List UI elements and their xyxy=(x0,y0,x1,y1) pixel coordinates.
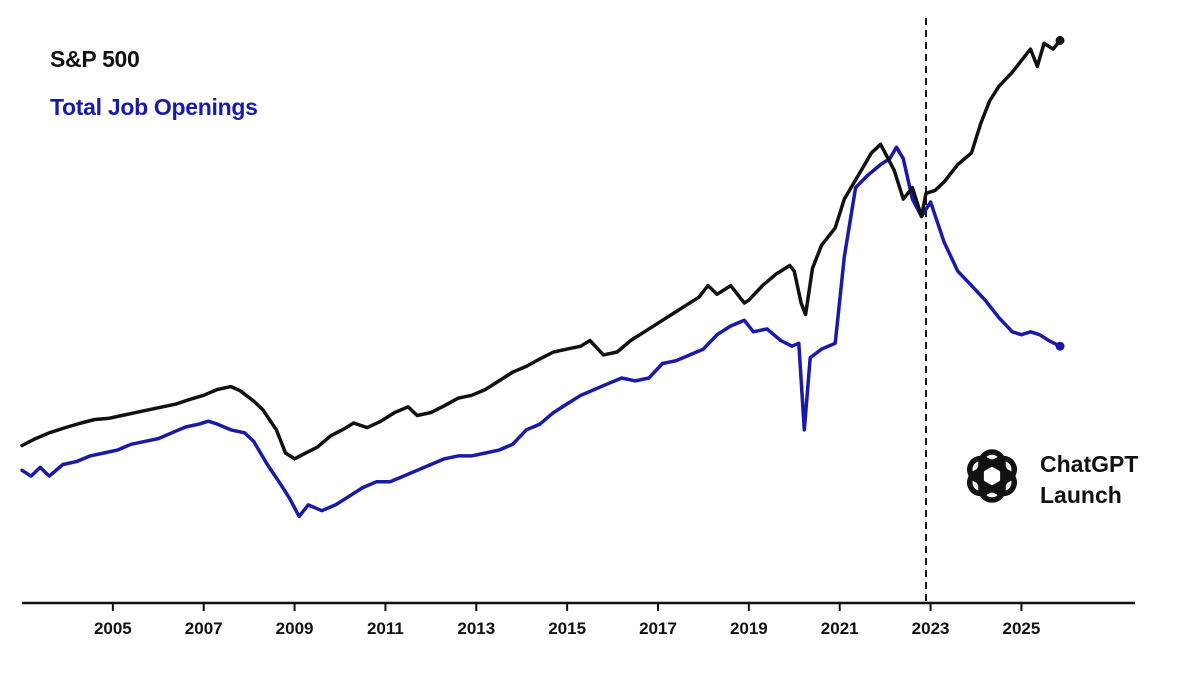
openai-logo-icon xyxy=(966,449,1018,503)
series-endpoint-total-job-openings xyxy=(1055,341,1065,351)
series-line-total-job-openings xyxy=(20,145,1062,519)
x-tick-label-2005: 2005 xyxy=(94,619,132,638)
x-tick-label-2025: 2025 xyxy=(1003,619,1041,638)
x-tick-label-2015: 2015 xyxy=(548,619,586,638)
annotation-line-2: Launch xyxy=(1040,482,1122,508)
x-tick-label-2007: 2007 xyxy=(185,619,223,638)
x-tick-label-2023: 2023 xyxy=(912,619,950,638)
series-line-sp500 xyxy=(20,38,1062,461)
legend-total-job-openings: Total Job Openings xyxy=(50,94,258,120)
x-tick-label-2013: 2013 xyxy=(457,619,495,638)
legend-sp500: S&P 500 xyxy=(50,46,140,72)
x-tick-label-2021: 2021 xyxy=(821,619,859,638)
x-tick-label-2019: 2019 xyxy=(730,619,768,638)
chatgpt-launch-annotation: ChatGPT Launch xyxy=(1040,449,1138,511)
series-endpoint-sp500 xyxy=(1055,35,1065,45)
x-tick-label-2009: 2009 xyxy=(276,619,314,638)
x-tick-label-2011: 2011 xyxy=(367,619,404,638)
annotation-line-1: ChatGPT xyxy=(1040,451,1139,477)
x-tick-label-2017: 2017 xyxy=(639,619,677,638)
